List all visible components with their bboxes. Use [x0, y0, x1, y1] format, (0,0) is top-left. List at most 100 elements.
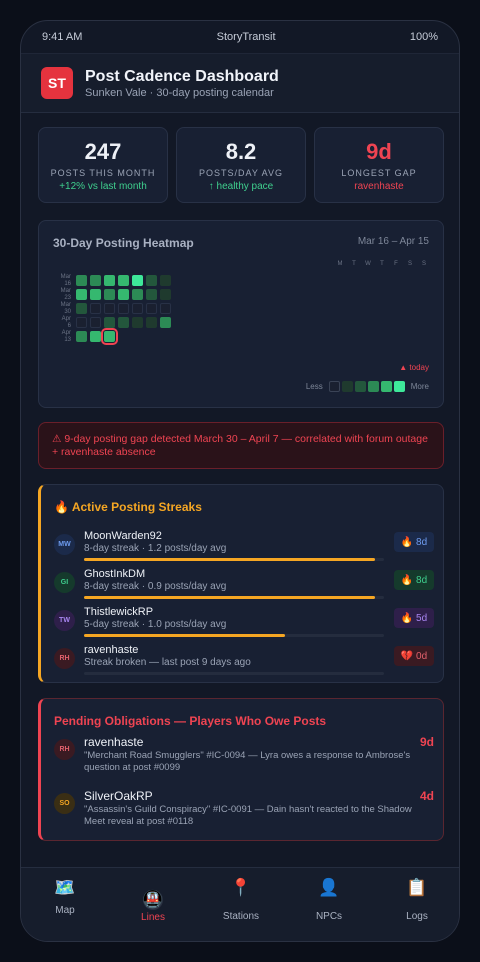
obligations-title: Pending Obligations — Players Who Owe Po…: [54, 714, 327, 728]
stat-card-gap[interactable]: 9d LONGEST GAP ravenhaste: [314, 127, 444, 203]
heatmap-cell[interactable]: [160, 275, 171, 286]
heatmap-cell[interactable]: [90, 317, 101, 328]
stat-card-posts[interactable]: 247 POSTS THIS MONTH +12% vs last month: [38, 127, 168, 203]
obligation-row[interactable]: RH ravenhaste "Merchant Road Smugglers" #I…: [54, 735, 434, 779]
heatmap-cell[interactable]: [76, 303, 87, 314]
heatmap-cell[interactable]: [160, 317, 171, 328]
obligation-name: SilverOakRP: [84, 789, 153, 803]
streaks-card: 🔥 Active Posting Streaks MW MoonWarden92 8…: [38, 484, 444, 683]
stat-value: 9d: [366, 138, 392, 164]
streak-name: ThistlewickRP: [84, 606, 154, 618]
heatmap-cell[interactable]: [104, 303, 115, 314]
avatar: TW: [54, 610, 75, 631]
week-label: Apr 13: [57, 330, 71, 344]
heatmap-cell[interactable]: [90, 275, 101, 286]
streak-row[interactable]: TW ThistlewickRP 5-day streak · 1.0 posts/…: [54, 606, 434, 642]
status-time: 9:41 AM: [42, 31, 83, 43]
app-header: ST Post Cadence Dashboard Sunken Vale · …: [21, 53, 459, 113]
heatmap-cell[interactable]: [76, 289, 87, 300]
heatmap-cell-today[interactable]: [101, 328, 118, 345]
tab-lines[interactable]: 🚇 Lines: [109, 868, 197, 941]
avatar: RH: [54, 739, 75, 760]
obligation-row[interactable]: SO SilverOakRP "Assassin's Guild Conspirac…: [54, 789, 434, 833]
streak-badge: 🔥 8d: [394, 570, 434, 590]
person-icon: 👤: [318, 878, 340, 897]
heatmap-cell[interactable]: [104, 275, 115, 286]
streak-progress-track: [84, 596, 384, 599]
legend-swatch: [380, 381, 392, 392]
tab-label: Lines: [141, 912, 165, 923]
tab-npcs[interactable]: 👤 NPCs: [285, 868, 373, 941]
stat-sub: ↑ healthy pace: [208, 180, 274, 192]
today-label: ▲ today: [399, 363, 429, 372]
week-label-month: Mar: [60, 288, 71, 294]
week-label: Mar 30: [57, 302, 71, 316]
tab-logs[interactable]: 📋 Logs: [373, 868, 459, 941]
week-label: Mar 23: [57, 288, 71, 302]
tab-stations[interactable]: 📍 Stations: [197, 868, 285, 941]
avatar: MW: [54, 534, 75, 555]
obligation-desc: "Assassin's Guild Conspiracy" #IC-0091 —…: [84, 804, 412, 827]
heatmap-range: Mar 16 – Apr 15: [357, 236, 429, 247]
page-subtitle: Sunken Vale · 30-day posting calendar: [85, 86, 274, 99]
week-label: Mar 16: [57, 274, 71, 288]
streak-row[interactable]: MW MoonWarden92 8-day streak · 1.2 posts/d…: [54, 530, 434, 566]
heatmap-cell[interactable]: [146, 303, 157, 314]
streak-badge: 💔 0d: [394, 646, 434, 666]
heatmap-cell[interactable]: [90, 303, 101, 314]
tab-label: NPCs: [315, 911, 343, 922]
heatmap-cell[interactable]: [118, 275, 129, 286]
heatmap-cell[interactable]: [118, 289, 129, 300]
clipboard-icon: 📋: [406, 878, 428, 897]
tab-bar: 🗺️ Map 🚇 Lines 📍 Stations 👤 NPCs 📋 Logs: [21, 867, 459, 941]
heatmap-cell[interactable]: [104, 317, 115, 328]
heatmap-cell[interactable]: [146, 317, 157, 328]
streak-row[interactable]: GI GhostInkDM 8-day streak · 0.9 posts/day…: [54, 568, 434, 604]
heatmap-cell[interactable]: [160, 303, 171, 314]
pin-icon: 📍: [230, 878, 252, 897]
heatmap-cell[interactable]: [76, 317, 87, 328]
legend-swatch: [328, 381, 340, 392]
heatmap-cell[interactable]: [132, 275, 143, 286]
week-label-month: Mar: [60, 302, 71, 308]
heatmap-cell[interactable]: [90, 289, 101, 300]
legend-more: More: [410, 382, 429, 391]
tab-map[interactable]: 🗺️ Map: [21, 868, 109, 941]
heatmap-cell[interactable]: [118, 303, 129, 314]
heatmap-cell[interactable]: [118, 317, 129, 328]
heatmap-cell[interactable]: [132, 317, 143, 328]
week-label: Apr 6: [57, 316, 71, 330]
stat-sub: +12% vs last month: [59, 180, 147, 192]
day-of-week-label: M: [337, 261, 343, 267]
week-label-day: 16: [64, 281, 71, 287]
tab-label: Stations: [222, 911, 260, 922]
heatmap-cell[interactable]: [132, 303, 143, 314]
heatmap-cell[interactable]: [160, 289, 171, 300]
status-battery: 100%: [409, 31, 438, 43]
streak-progress-fill: [84, 596, 375, 599]
heatmap-cell[interactable]: [104, 289, 115, 300]
heatmap-cell[interactable]: [90, 331, 101, 342]
heatmap-cell[interactable]: [76, 331, 87, 342]
stat-card-avg[interactable]: 8.2 POSTS/DAY AVG ↑ healthy pace: [176, 127, 306, 203]
week-label-month: Apr: [61, 330, 71, 336]
streak-row[interactable]: RH ravenhaste Streak broken — last post 9 …: [54, 644, 434, 680]
week-label-day: 13: [64, 337, 71, 343]
legend-less: Less: [305, 382, 323, 391]
heatmap-cell[interactable]: [146, 289, 157, 300]
heatmap-cell[interactable]: [132, 289, 143, 300]
avatar: RH: [54, 648, 75, 669]
day-of-week-label: S: [421, 261, 426, 267]
day-of-week-label: W: [365, 261, 371, 267]
legend-swatch: [354, 381, 366, 392]
week-label-day: 23: [64, 295, 71, 301]
stat-label: POSTS THIS MONTH: [50, 167, 156, 178]
alert-text: ⚠ 9-day posting gap detected March 30 – …: [52, 433, 428, 458]
streak-detail: 8-day streak · 1.2 posts/day avg: [84, 543, 227, 554]
streak-badge: 🔥 5d: [394, 608, 434, 628]
week-label-day: 30: [64, 309, 71, 315]
heatmap-cell[interactable]: [146, 275, 157, 286]
tab-label: Logs: [406, 911, 428, 922]
streak-badge: 🔥 8d: [394, 532, 434, 552]
heatmap-cell[interactable]: [76, 275, 87, 286]
